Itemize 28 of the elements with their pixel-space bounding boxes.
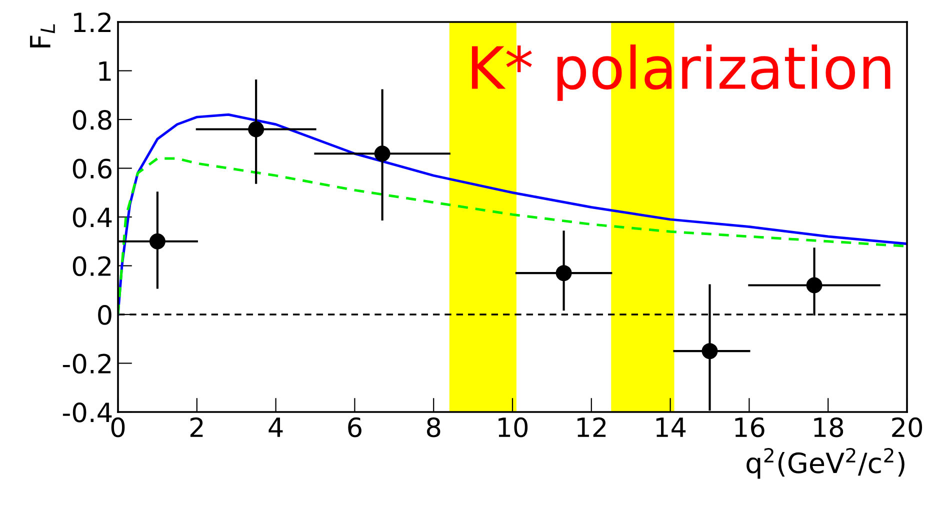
y-axis-title: F$_{L}$ xyxy=(30,24,55,48)
point xyxy=(374,146,390,162)
y-tick-label: -0.4 xyxy=(62,402,112,422)
x-tick-label: 16 xyxy=(735,417,764,438)
point xyxy=(556,265,572,282)
x-tick-label: 0 xyxy=(111,417,125,438)
y-tick-label: 1.2 xyxy=(74,12,110,32)
point xyxy=(149,233,166,250)
x-tick-label: 6 xyxy=(348,417,362,438)
x-tick-label: 2 xyxy=(190,417,203,437)
x-tick-label: 8 xyxy=(426,417,440,438)
y-tick-label: -0.2 xyxy=(62,354,110,374)
x-tick-label: 18 xyxy=(814,417,844,438)
y-tick-label: 1 xyxy=(99,62,111,81)
y-tick-label: 0.4 xyxy=(72,207,112,228)
y-tick-label: 0.8 xyxy=(72,110,112,130)
x-tick-label: 14 xyxy=(656,418,686,437)
y-tick-label: 0.6 xyxy=(72,158,112,179)
x-tick-label: 20 xyxy=(892,417,922,438)
x-tick-label: 10 xyxy=(498,417,528,438)
point xyxy=(248,121,264,138)
point xyxy=(806,277,822,294)
x-tick-label: 4 xyxy=(268,418,283,437)
point xyxy=(702,343,718,360)
y-tick-label: 0.2 xyxy=(72,256,110,276)
x-axis-title: q$^{2}$(GeV$^{2}$/c$^{2}$) xyxy=(746,448,904,479)
x-tick-label: 12 xyxy=(578,417,606,437)
y-tick-label: 0 xyxy=(98,304,112,325)
